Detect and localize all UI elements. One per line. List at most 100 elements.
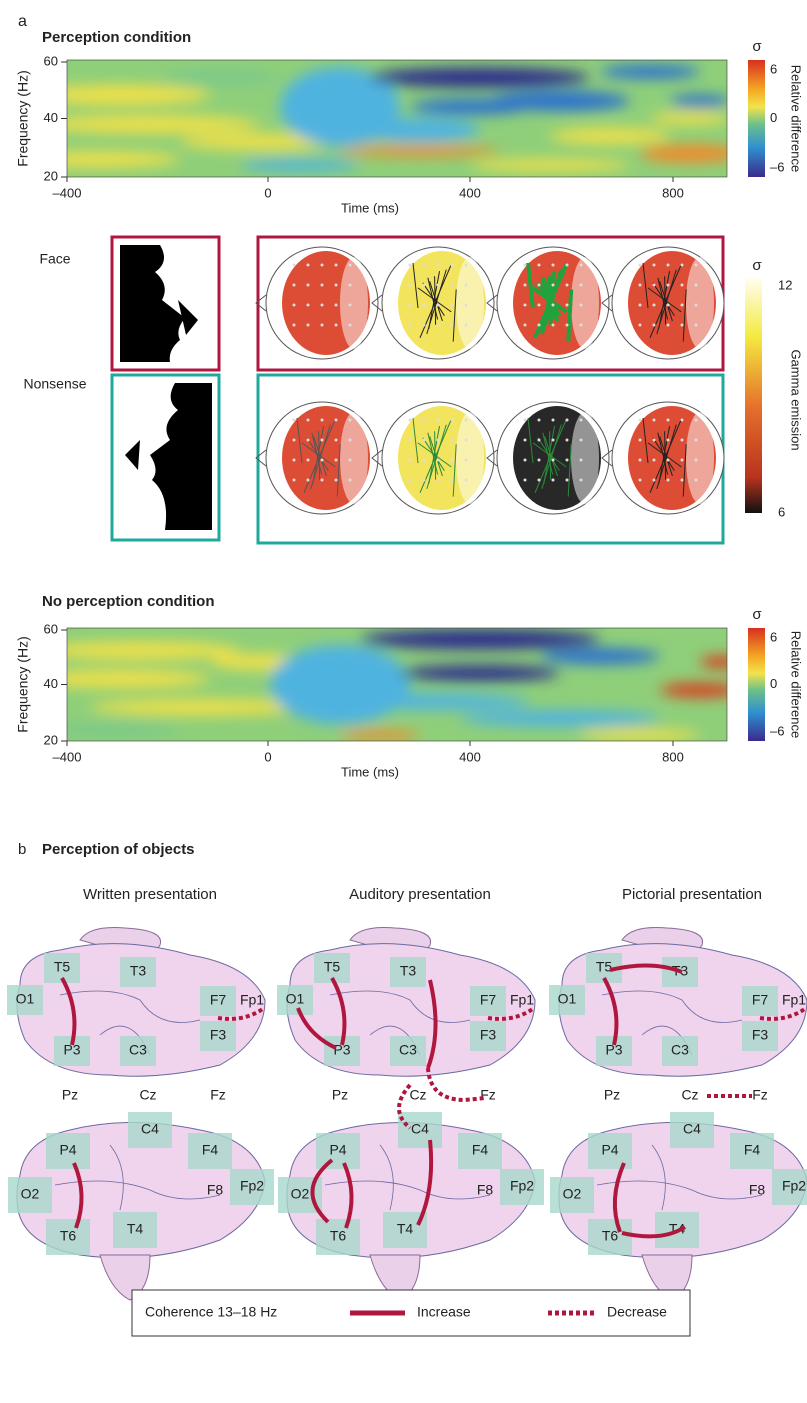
- electrode-label: Fz: [480, 1087, 496, 1103]
- panel-title: Perception of objects: [42, 841, 195, 858]
- electrode-dot: [423, 419, 426, 422]
- electrode-label: Fp1: [240, 992, 264, 1008]
- colorbar-label: Relative difference: [789, 65, 804, 172]
- electrode-dot: [321, 284, 324, 287]
- electrode-dot: [307, 304, 310, 307]
- electrode-label: C4: [683, 1121, 701, 1137]
- electrode-dot: [423, 304, 426, 307]
- electrode-label: F8: [749, 1182, 766, 1198]
- y-axis-label: Frequency (Hz): [15, 636, 31, 732]
- heatmap-blob: [330, 693, 530, 709]
- heatmap-blob: [30, 85, 210, 105]
- electrode-dot: [566, 284, 569, 287]
- electrode-dot: [349, 324, 352, 327]
- electrode-dot: [307, 324, 310, 327]
- electrode-dot: [409, 304, 412, 307]
- heatmap: [30, 628, 740, 741]
- heatmap-blob: [660, 683, 740, 697]
- electrode-dot: [667, 324, 670, 327]
- heatmap-blob: [370, 68, 590, 88]
- electrode-dot: [552, 304, 555, 307]
- electrode-dot: [335, 459, 338, 462]
- electrode-dot: [667, 304, 670, 307]
- heatmap-blob: [460, 710, 660, 726]
- electrode-label: P4: [329, 1142, 346, 1158]
- electrode-label: F4: [472, 1142, 489, 1158]
- electrode-label: O2: [291, 1186, 310, 1202]
- head-edge: [571, 257, 599, 349]
- electrode-dot: [335, 479, 338, 482]
- electrode-dot: [681, 284, 684, 287]
- electrode-dot: [695, 284, 698, 287]
- x-tick-label: 0: [264, 185, 271, 200]
- column-title: Written presentation: [83, 886, 217, 903]
- electrode-dot: [437, 324, 440, 327]
- head-edge: [456, 257, 484, 349]
- heatmap-blob: [580, 729, 700, 741]
- brain-column: Written presentationT5T3O1F7Fp1F3P3C3PzC…: [7, 886, 274, 1300]
- electrode-dot: [451, 459, 454, 462]
- colorbar: [745, 278, 762, 513]
- electrode-dot: [349, 264, 352, 267]
- electrode-label: Pz: [604, 1087, 620, 1103]
- electrode-dot: [321, 304, 324, 307]
- electrode-dot: [524, 479, 527, 482]
- electrode-label: Pz: [62, 1087, 78, 1103]
- electrode-label: F3: [210, 1027, 227, 1043]
- electrode-dot: [437, 459, 440, 462]
- electrode-dot: [437, 264, 440, 267]
- electrode-dot: [465, 324, 468, 327]
- electrode-dot: [639, 419, 642, 422]
- electrode-dot: [349, 284, 352, 287]
- electrode-dot: [695, 459, 698, 462]
- electrode-dot: [552, 439, 555, 442]
- electrode-dot: [566, 264, 569, 267]
- electrode-dot: [552, 459, 555, 462]
- electrode-dot: [681, 459, 684, 462]
- electrode-dot: [321, 419, 324, 422]
- electrode-dot: [538, 479, 541, 482]
- electrode-dot: [293, 284, 296, 287]
- electrode-dot: [321, 324, 324, 327]
- electrode-dot: [667, 439, 670, 442]
- electrode-label: F4: [202, 1142, 219, 1158]
- electrode-dot: [653, 264, 656, 267]
- electrode-label: Fp2: [782, 1178, 806, 1194]
- electrode-label: F4: [744, 1142, 761, 1158]
- heatmap-blob: [470, 159, 630, 171]
- electrode-dot: [524, 439, 527, 442]
- electrode-label: O1: [286, 991, 305, 1007]
- colorbar-tick: 0: [770, 110, 777, 125]
- electrode-dot: [580, 459, 583, 462]
- electrode-dot: [437, 479, 440, 482]
- electrode-dot: [681, 479, 684, 482]
- legend-title: Coherence 13–18 Hz: [145, 1304, 277, 1320]
- heatmap-blob: [700, 656, 740, 668]
- heatmap-blob: [640, 145, 740, 163]
- electrode-dot: [409, 439, 412, 442]
- electrode-label: F3: [480, 1027, 497, 1043]
- heatmap-blob: [40, 723, 180, 737]
- electrode-dot: [349, 459, 352, 462]
- electrode-dot: [423, 324, 426, 327]
- electrode-label: C4: [411, 1121, 429, 1137]
- column-title: Pictorial presentation: [622, 886, 762, 903]
- colorbar-unit: σ: [752, 38, 762, 55]
- heatmap-blob: [360, 629, 600, 649]
- electrode-label: P4: [601, 1142, 618, 1158]
- electrode-label: O1: [16, 991, 35, 1007]
- electrode-dot: [552, 284, 555, 287]
- x-tick-label: 0: [264, 749, 271, 764]
- electrode-dot: [580, 284, 583, 287]
- electrode-label: T5: [324, 959, 341, 975]
- panel-label: b: [18, 841, 26, 858]
- heatmap-blob: [160, 70, 280, 86]
- heatmap-blob: [550, 128, 670, 144]
- head-edge: [340, 412, 368, 504]
- electrode-dot: [349, 419, 352, 422]
- heatmap-blob: [240, 159, 360, 171]
- electrode-dot: [409, 264, 412, 267]
- electrode-dot: [538, 264, 541, 267]
- electrode-dot: [409, 479, 412, 482]
- head-edge: [456, 412, 484, 504]
